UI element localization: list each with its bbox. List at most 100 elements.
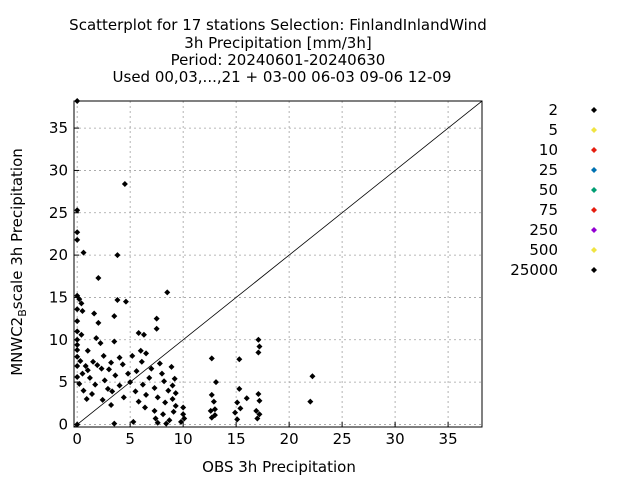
grid-lines: [74, 101, 482, 427]
data-point: [129, 352, 136, 359]
data-point: [166, 417, 173, 424]
x-tick-label: 0: [72, 430, 82, 448]
data-point: [138, 358, 145, 365]
data-point: [74, 374, 81, 381]
data-point: [74, 328, 81, 335]
data-point: [236, 356, 243, 363]
y-tick-label: 30: [49, 161, 68, 179]
x-tick-label: 10: [174, 430, 193, 448]
data-point: [163, 420, 170, 427]
y-axis-label-rest: scale 3h Precipitation: [8, 148, 26, 309]
data-point: [84, 367, 91, 374]
data-point: [255, 349, 262, 356]
data-point: [91, 310, 98, 317]
data-point: [92, 381, 99, 388]
data-point: [111, 420, 118, 427]
legend-label: 25000: [510, 261, 558, 279]
data-point: [108, 359, 115, 366]
data-point: [74, 346, 81, 353]
y-axis-label-subscript: B: [16, 309, 29, 317]
data-point: [169, 396, 176, 403]
data-point: [143, 391, 150, 398]
y-tick-label: 25: [49, 204, 68, 222]
data-point: [208, 355, 215, 362]
data-point: [168, 363, 175, 370]
data-point: [95, 319, 102, 326]
data-point: [98, 365, 105, 372]
x-tick-label: 35: [439, 430, 458, 448]
data-point: [172, 390, 179, 397]
data-point: [180, 411, 187, 418]
data-point: [82, 363, 89, 370]
data-point: [114, 296, 121, 303]
data-point: [181, 415, 188, 422]
legend-label: 25: [539, 161, 558, 179]
data-point: [116, 354, 123, 361]
legend-item: 25000: [510, 261, 597, 279]
legend-marker: [591, 167, 597, 173]
data-point: [152, 415, 159, 422]
legend-marker: [591, 207, 597, 213]
data-point: [79, 370, 86, 377]
data-point: [93, 335, 100, 342]
legend-label: 75: [539, 201, 558, 219]
data-point: [170, 408, 177, 415]
legend-label: 500: [529, 241, 558, 259]
data-point: [104, 385, 111, 392]
data-point: [171, 375, 178, 382]
legend-item: 5: [548, 121, 597, 139]
data-point: [130, 418, 137, 425]
legend-label: 250: [529, 221, 558, 239]
data-point: [172, 402, 179, 409]
x-tick-label: 20: [280, 430, 299, 448]
data-point: [151, 407, 158, 414]
data-point: [207, 407, 214, 414]
x-axis-label: OBS 3h Precipitation: [202, 458, 356, 476]
data-point: [86, 374, 93, 381]
data-point: [83, 396, 90, 403]
data-point: [89, 390, 96, 397]
data-point: [101, 377, 108, 384]
data-point: [142, 404, 149, 411]
data-point: [180, 404, 187, 411]
data-point: [95, 274, 102, 281]
data-point: [79, 307, 86, 314]
y-axis-label-main: MNWC2: [8, 317, 26, 376]
y-axis-label: MNWC2Bscale 3h Precipitation: [8, 148, 29, 376]
data-point: [151, 385, 158, 392]
data-point: [114, 252, 121, 259]
data-point: [213, 379, 220, 386]
data-point: [178, 418, 185, 425]
data-point: [78, 300, 85, 307]
legend-item: 2: [548, 101, 597, 119]
data-point: [309, 373, 316, 380]
data-point: [208, 391, 215, 398]
data-point: [94, 362, 101, 369]
data-point: [232, 409, 239, 416]
data-point: [97, 340, 104, 347]
data-point: [74, 318, 81, 325]
data-point: [135, 398, 142, 405]
legend-item: 50: [539, 181, 597, 199]
data-point: [74, 236, 81, 243]
data-point: [111, 313, 118, 320]
y-tick-label: 0: [58, 415, 68, 433]
data-point: [100, 352, 107, 359]
y-tick-label: 10: [49, 331, 68, 349]
data-point: [74, 229, 81, 236]
data-point: [210, 398, 217, 405]
data-point: [74, 207, 81, 214]
data-point: [74, 341, 81, 348]
x-tick-label: 5: [125, 430, 135, 448]
data-point: [253, 407, 260, 414]
data-point: [99, 396, 106, 403]
data-point: [164, 289, 171, 296]
legend-label: 2: [548, 101, 558, 119]
data-point: [256, 343, 263, 350]
legend-label: 5: [548, 121, 558, 139]
data-point: [160, 411, 167, 418]
data-point: [105, 366, 112, 373]
data-point: [243, 395, 250, 402]
